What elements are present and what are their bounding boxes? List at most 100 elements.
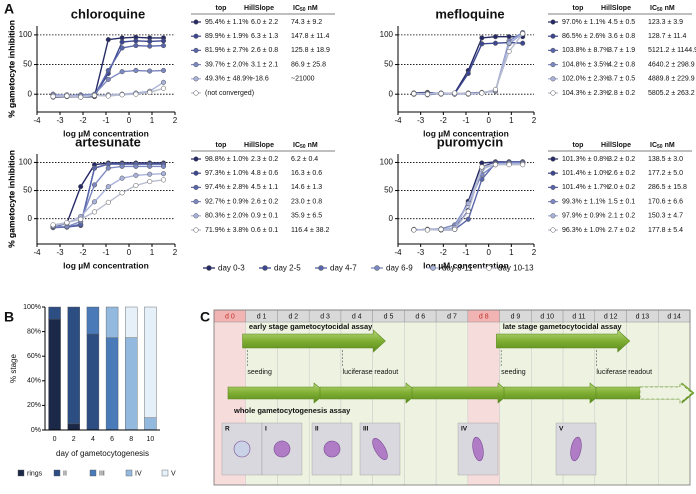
x-tick-label: -2 [79,248,87,257]
legend-marker [318,265,324,271]
y-axis-label: % gametocyte inhibition [6,20,16,118]
chart-title: mefloquine [435,6,504,21]
table-cell: 99.3% ± 1.1% [562,198,606,205]
table-cell: 97.4% ± 2.8% [205,184,249,191]
data-point [119,39,125,45]
x-tick-label: -1 [102,248,110,257]
data-point [160,177,167,183]
table-cell: 150.3 ± 4.7 [648,213,683,220]
data-point [105,199,111,205]
legend-label: II [63,470,67,477]
data-point [160,43,167,49]
event-label: luciferase readout [596,369,652,376]
day-label: d 12 [604,313,618,320]
table-header: top [573,142,584,149]
table-cell: 101.4% ± 1.0% [562,170,609,177]
day-label: d 11 [572,313,585,320]
table-cell: 101.3% ± 0.8% [562,156,609,163]
stage-cell [273,440,291,458]
table-cell: 125.8 ± 18.9 [291,47,330,54]
data-point [424,227,431,233]
day-column [404,321,437,486]
y-axis-label: % stage [9,353,18,382]
day-label: d 0 [225,313,235,320]
x-tick-label: 2 [173,248,178,257]
x-tick-label: 2 [532,116,537,125]
data-point [438,91,444,97]
data-point [147,43,153,49]
ic-label: IC [293,142,300,149]
table-header: HillSlope [244,5,274,12]
table-cell: 2.0 ± 0.2 [608,184,635,191]
table-cell: 3.1 ± 2.1 [251,61,278,68]
x-axis-label: log µM concentration [423,128,509,138]
stage-label: V [559,426,564,433]
data-point [78,94,84,100]
data-point [147,89,153,95]
x-tick-label: 0 [127,116,132,125]
y-tick-label: 50 [23,186,32,195]
table-key [193,213,199,219]
table-key [193,33,199,39]
table-cell: 3.7 ± 1.9 [608,47,635,54]
legend-swatch [17,469,25,477]
ic-unit: nM [308,142,318,149]
table-cell: 170.6 ± 6.6 [648,198,683,205]
data-point [133,163,139,169]
legend-label: III [99,470,105,477]
x-tick-label: 2 [173,116,178,125]
table-header: IC50 nM [293,142,318,150]
data-point [465,91,471,97]
x-tick-label: 8 [129,436,133,443]
legend-marker [430,265,436,271]
table-cell: 86.5% ± 2.6% [562,33,606,40]
data-point [119,92,125,98]
table-key [193,62,199,68]
legend-marker [374,265,380,271]
table-cell: 4.5 ± 0.5 [608,19,635,26]
table-key [193,227,199,233]
y-tick-label: 80% [27,328,41,335]
x-tick-label: 2 [72,436,76,443]
data-point [91,209,98,215]
x-tick-label: -2 [79,116,87,125]
day-label: d 4 [352,313,362,320]
data-point [78,184,84,190]
table-cell: 4640.2 ± 298.9 [648,61,695,68]
table-cell: 71.9% ± 3.8% [205,227,249,234]
x-tick-label: 0 [127,248,132,257]
legend-label: day 4-7 [330,264,357,273]
data-point [492,34,499,40]
x-tick-label: -3 [417,248,425,257]
ic-sub: 50 [300,7,306,13]
x-tick-label: -4 [33,116,41,125]
stage-label: I [265,426,267,433]
table-cell: 102.0% ± 2.3% [562,76,609,83]
ic-label: IC [650,5,657,12]
data-point [119,190,125,196]
late-assay-arrow [496,329,631,353]
data-point [160,79,167,85]
table-cell: 98.8% ± 1.0% [205,156,249,163]
x-axis-label: day of gametocytogenesis [56,449,149,458]
table-key [550,156,556,162]
assay-label: early stage gametocytocidal assay [249,322,373,331]
table-cell: 286.5 ± 15.8 [648,184,687,191]
table-header: top [216,142,227,149]
table-cell: 0.6 ± 0.1 [251,227,278,234]
ic-sub: 50 [657,144,663,150]
data-point [105,67,111,74]
table-cell: 39.7% ± 2.0% [205,61,249,68]
data-point [133,182,139,189]
day-column [594,321,627,486]
y-tick-label: 100 [19,30,33,39]
x-tick-label: -2 [440,248,448,257]
day-label: d 5 [384,313,394,320]
table-cell: 95.4% ± 1.1% [205,19,249,26]
table-cell: 5805.2 ± 263.2 [648,90,695,97]
x-tick-label: -4 [394,116,402,125]
data-point [64,93,70,99]
data-point [465,216,471,222]
x-tick-label: 4 [91,436,95,443]
legend-label: IV [135,470,142,477]
